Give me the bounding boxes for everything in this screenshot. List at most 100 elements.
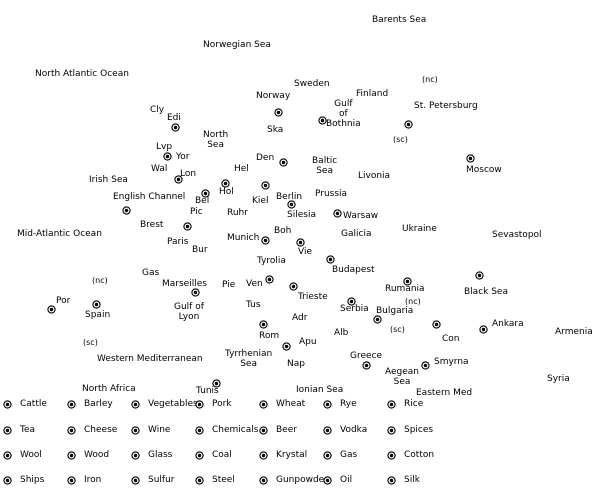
supply-center-icon[interactable]: [162, 151, 172, 161]
supply-center-icon[interactable]: [173, 174, 183, 184]
legend-label: Pork: [212, 399, 232, 409]
supply-center-icon[interactable]: [286, 199, 296, 209]
resource-marker-icon: [258, 475, 268, 485]
supply-center-icon[interactable]: [170, 122, 180, 132]
resource-marker-icon: [386, 450, 396, 460]
supply-center-icon[interactable]: [91, 299, 101, 309]
resource-marker-icon: [130, 475, 140, 485]
label-bulgaria: Bulgaria: [376, 306, 414, 316]
label-barents-sea: Barents Sea: [372, 15, 427, 25]
label-sevastopol: Sevastopol: [492, 230, 542, 240]
label-north-africa: North Africa: [82, 384, 136, 394]
resource-marker-icon: [386, 399, 396, 409]
legend-label: Gunpowder: [276, 475, 328, 485]
label-yor: Yor: [176, 152, 190, 162]
legend-label: Gas: [340, 450, 358, 460]
supply-center-icon[interactable]: [403, 119, 413, 129]
legend-label: Glass: [148, 450, 173, 460]
label-rumania: Rumania: [385, 284, 425, 294]
legend-label: Cotton: [404, 450, 435, 460]
supply-center-icon[interactable]: [190, 287, 200, 297]
label-norwegian-sea: Norwegian Sea: [203, 40, 271, 50]
supply-center-icon[interactable]: [420, 360, 430, 370]
resource-marker-icon: [194, 475, 204, 485]
supply-center-icon[interactable]: [182, 221, 192, 231]
supply-center-icon[interactable]: [200, 188, 210, 198]
label-ven: Ven: [246, 279, 263, 289]
resource-marker-icon: [258, 425, 268, 435]
label-budapest: Budapest: [332, 265, 375, 275]
supply-center-icon[interactable]: [121, 205, 131, 215]
resource-marker-icon: [194, 450, 204, 460]
label-rom: Rom: [259, 331, 280, 341]
label-cly: Cly: [150, 105, 165, 115]
supply-center-icon[interactable]: [273, 107, 283, 117]
supply-center-icon[interactable]: [278, 157, 288, 167]
supply-center-icon[interactable]: [361, 360, 371, 370]
label-english-channel: English Channel: [113, 192, 186, 202]
label-galicia: Galicia: [341, 229, 372, 239]
supply-center-icon[interactable]: [465, 153, 475, 163]
legend-label: Rye: [340, 399, 357, 409]
label-tunis: Tunis: [196, 386, 219, 396]
legend-label: Vegetables: [148, 399, 198, 409]
legend-label: Ships: [20, 475, 45, 485]
legend-label: Oil: [340, 475, 353, 485]
label-gulf-of-bothnia: Gulf of Bothnia: [326, 99, 361, 129]
label-munich: Munich: [227, 233, 260, 243]
label-livonia: Livonia: [358, 171, 391, 181]
supply-center-icon[interactable]: [478, 324, 488, 334]
supply-center-icon[interactable]: [260, 180, 270, 190]
supply-center-icon[interactable]: [372, 314, 382, 324]
label-brest: Brest: [140, 220, 164, 230]
supply-center-icon[interactable]: [346, 296, 356, 306]
label-greece: Greece: [350, 351, 383, 361]
legend-label: Steel: [212, 475, 235, 485]
resource-marker-icon: [258, 399, 268, 409]
label-kiel: Kiel: [252, 196, 269, 206]
label-lvp: Lvp: [156, 142, 173, 152]
label-ankara: Ankara: [492, 319, 524, 329]
supply-center-icon[interactable]: [332, 208, 342, 218]
label-pic: Pic: [190, 207, 203, 217]
label-marseilles: Marseilles: [162, 279, 207, 289]
legend-label: Wood: [84, 450, 110, 460]
resource-marker-icon: [2, 450, 12, 460]
supply-center-icon[interactable]: [474, 270, 484, 280]
supply-center-icon[interactable]: [295, 237, 305, 247]
resource-marker-icon: [2, 425, 12, 435]
supply-center-icon[interactable]: [402, 276, 412, 286]
label-nap: Nap: [287, 359, 305, 369]
legend-label: Krystal: [276, 450, 308, 460]
resource-marker-icon: [66, 425, 76, 435]
supply-center-icon[interactable]: [220, 178, 230, 188]
supply-center-icon[interactable]: [325, 254, 335, 264]
supply-center-icon[interactable]: [260, 235, 270, 245]
legend-label: Cheese: [84, 425, 118, 435]
supply-center-icon[interactable]: [46, 304, 56, 314]
supply-center-icon[interactable]: [211, 378, 221, 388]
label-bel: Bel: [195, 196, 210, 206]
legend-label: Wine: [148, 425, 171, 435]
supply-center-icon[interactable]: [288, 281, 298, 291]
supply-center-icon[interactable]: [317, 115, 327, 125]
label-gas: Gas: [142, 268, 160, 278]
resource-marker-icon: [130, 399, 140, 409]
label-black-sea: Black Sea: [464, 287, 508, 297]
legend-label: Sulfur: [148, 475, 175, 485]
legend-label: Spices: [404, 425, 434, 435]
legend-label: Rice: [404, 399, 424, 409]
label-boh: Boh: [274, 226, 292, 236]
label-silesia: Silesia: [287, 210, 316, 220]
supply-center-icon[interactable]: [264, 274, 274, 284]
label-ukraine: Ukraine: [402, 224, 437, 234]
label-pie: Pie: [222, 280, 236, 290]
legend-label: Coal: [212, 450, 232, 460]
label-lon: Lon: [180, 169, 197, 179]
resource-marker-icon: [322, 425, 332, 435]
supply-center-icon[interactable]: [258, 319, 268, 329]
supply-center-icon[interactable]: [431, 319, 441, 329]
supply-center-icon[interactable]: [281, 341, 291, 351]
label-north-sea: North Sea: [203, 130, 229, 150]
label-norway: Norway: [256, 91, 291, 101]
